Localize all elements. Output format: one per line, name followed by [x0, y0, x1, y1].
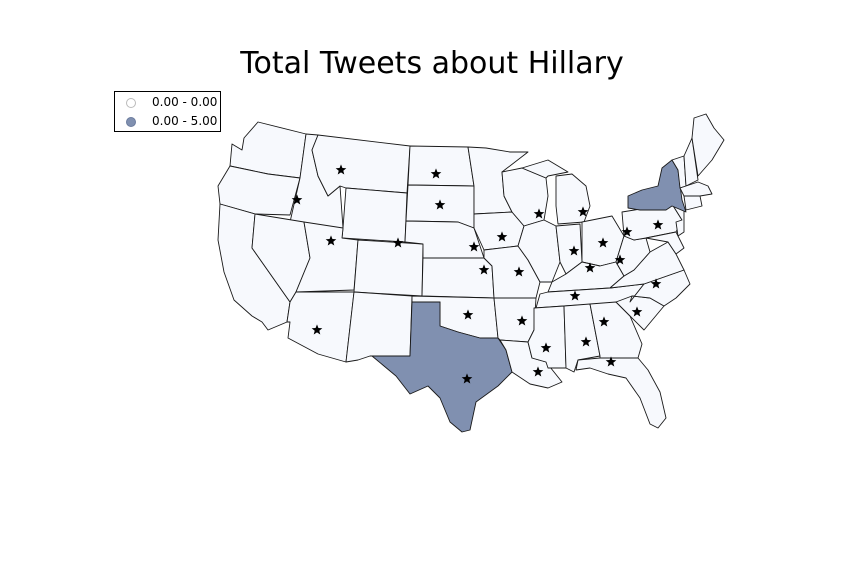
star-icon: [311, 324, 323, 335]
state-kansas: [421, 257, 495, 299]
state-texas: [371, 301, 513, 433]
state-florida: [575, 357, 667, 429]
star-icon: [631, 306, 643, 317]
state-new-mexico: [345, 291, 413, 363]
legend-item: 0.00 - 5.00: [115, 113, 221, 131]
star-icon: [468, 241, 480, 252]
star-icon: [652, 219, 664, 230]
star-icon: [335, 164, 347, 175]
legend-swatch-none: [126, 98, 136, 108]
star-icon: [605, 356, 617, 367]
state-maine: [691, 113, 725, 177]
state-north-dakota: [407, 145, 475, 187]
star-icon: [513, 266, 525, 277]
star-icon: [540, 342, 552, 353]
star-icon: [461, 373, 473, 384]
state-montana: [311, 134, 411, 197]
star-icon: [614, 254, 626, 265]
state-arizona: [286, 291, 355, 363]
legend-swatch-filled: [126, 117, 136, 127]
star-icon: [580, 336, 592, 347]
star-icon: [532, 366, 544, 377]
legend: 0.00 - 0.00 0.00 - 5.00: [114, 91, 221, 132]
star-icon: [569, 290, 581, 301]
state-maryland: [645, 231, 685, 255]
legend-item: 0.00 - 0.00: [115, 94, 221, 112]
state-wyoming: [341, 187, 408, 243]
state-michigan-lower: [555, 173, 591, 225]
state-arkansas: [493, 297, 537, 343]
star-icon: [291, 194, 303, 205]
state-connecticut: [683, 195, 703, 211]
state-mississippi: [527, 305, 567, 369]
markers-layer: [291, 164, 664, 384]
star-icon: [621, 226, 633, 237]
states-layer: [217, 113, 725, 433]
star-icon: [598, 316, 610, 327]
legend-label: 0.00 - 5.00: [152, 114, 218, 128]
star-icon: [597, 237, 609, 248]
star-icon: [325, 235, 337, 246]
state-colorado: [353, 239, 424, 297]
star-icon: [568, 245, 580, 256]
star-icon: [434, 199, 446, 210]
star-icon: [478, 264, 490, 275]
star-icon: [516, 315, 528, 326]
star-icon: [496, 231, 508, 242]
star-icon: [533, 208, 545, 219]
state-new-york: [627, 159, 687, 213]
star-icon: [584, 262, 596, 273]
star-icon: [392, 237, 404, 248]
state-new-hampshire: [683, 137, 699, 187]
star-icon: [462, 309, 474, 320]
map-title: Total Tweets about Hillary: [240, 46, 624, 81]
state-oregon: [217, 165, 301, 216]
state-michigan: [521, 159, 569, 179]
legend-label: 0.00 - 0.00: [152, 95, 218, 109]
star-icon: [650, 278, 662, 289]
star-icon: [577, 206, 589, 217]
star-icon: [430, 168, 442, 179]
